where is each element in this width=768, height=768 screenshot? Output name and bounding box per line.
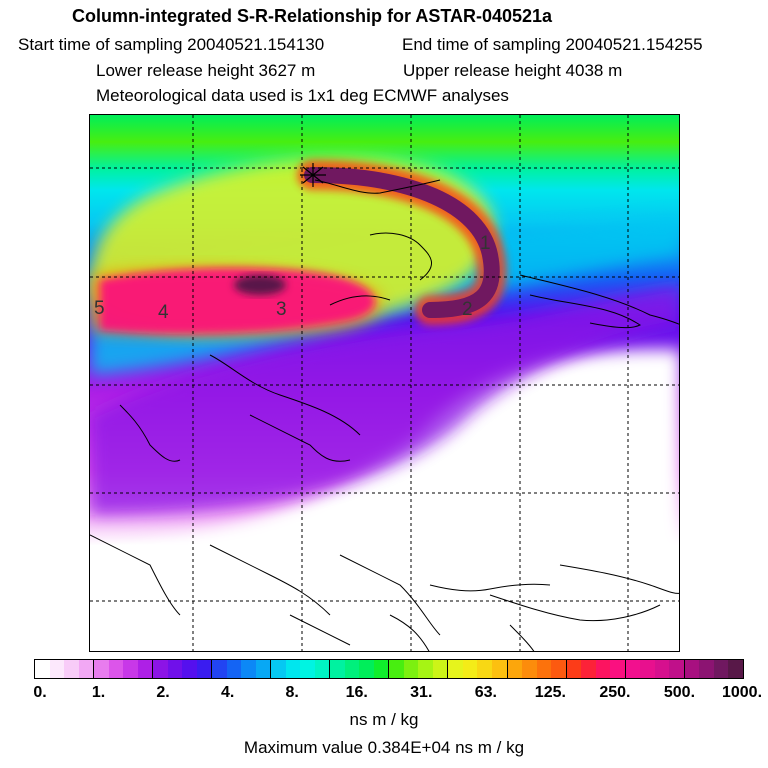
colorbar-tick-label: 31. xyxy=(410,684,433,701)
colorbar-swatch xyxy=(108,660,124,678)
meteorological-data-label: Meteorological data used is 1x1 deg ECMW… xyxy=(96,86,509,105)
colorbar-swatch xyxy=(699,660,714,678)
colorbar-swatch xyxy=(388,660,404,678)
colorbar-swatch xyxy=(344,660,360,678)
colorbar-swatch xyxy=(536,660,552,678)
colorbar-swatch xyxy=(654,660,670,678)
colorbar-tick-label: 2. xyxy=(156,684,170,701)
trajectory-marker-1: 1 xyxy=(480,233,491,254)
colorbar-swatch xyxy=(522,660,537,678)
trajectory-marker-3: 3 xyxy=(276,299,287,320)
colorbar-tick-label: 250. xyxy=(599,684,631,701)
colorbar-swatch xyxy=(211,660,227,678)
colorbar-swatch xyxy=(123,660,138,678)
colorbar-swatch xyxy=(728,660,743,678)
low-sensitivity-region xyxy=(90,349,679,651)
colorbar-tick-label: 4. xyxy=(220,684,235,701)
colorbar-swatch xyxy=(64,660,79,678)
colorbar-swatch xyxy=(373,660,389,678)
trajectory-marker-2: 2 xyxy=(462,299,473,320)
colorbar-swatch xyxy=(506,660,523,678)
colorbar-tick-label: 1. xyxy=(91,684,106,701)
trajectory-marker-5: 5 xyxy=(94,298,105,319)
release-point-marker xyxy=(300,163,326,187)
colorbar-swatch xyxy=(49,660,65,678)
colorbar-unit-label: ns m / kg xyxy=(349,710,419,729)
colorbar-swatch xyxy=(78,660,94,678)
graticule xyxy=(90,115,679,651)
colorbar-swatch xyxy=(93,660,109,678)
lower-release-height-label: Lower release height 3627 m xyxy=(96,61,316,80)
colorbar-swatch xyxy=(610,660,625,678)
colorbar-swatch xyxy=(300,660,315,678)
colorbar-tick-label: 125. xyxy=(534,684,566,701)
colorbar-swatch xyxy=(329,660,345,678)
colorbar-swatch xyxy=(35,660,50,678)
colorbar-swatch xyxy=(581,660,596,678)
colorbar-swatch xyxy=(359,660,374,678)
colorbar-swatch xyxy=(565,660,582,678)
colorbar-swatch xyxy=(432,660,448,678)
colorbar-swatch xyxy=(255,660,271,678)
colorbar-swatch xyxy=(241,660,256,678)
colorbar-tick-label: 63. xyxy=(474,684,497,701)
upper-release-height-label: Upper release height 4038 m xyxy=(403,61,623,80)
colorbar-swatch xyxy=(640,660,655,678)
colorbar-swatch xyxy=(624,660,641,678)
maximum-value-label: Maximum value 0.384E+04 ns m / kg xyxy=(243,738,525,757)
trajectory-arc-core xyxy=(304,167,500,318)
trajectory-marker-4: 4 xyxy=(158,302,169,323)
colorbar-tick-label: 0. xyxy=(33,684,47,701)
colorbar-swatch xyxy=(182,660,197,678)
dark-core xyxy=(234,275,286,295)
colorbar-swatch xyxy=(152,660,168,678)
pink-core xyxy=(100,268,375,334)
colorbar-swatch xyxy=(196,660,212,678)
colorbar-swatch xyxy=(477,660,492,678)
colorbar-swatch xyxy=(462,660,478,678)
colorbar-swatch xyxy=(314,660,330,678)
colorbar-swatch xyxy=(595,660,611,678)
colorbar-swatch xyxy=(447,660,463,678)
colorbar-swatch xyxy=(226,660,242,678)
colorbar-swatch xyxy=(669,660,684,678)
sensitivity-map[interactable]: 1 2 3 4 5 xyxy=(89,114,680,652)
start-time-label: Start time of sampling 20040521.154130 xyxy=(18,35,325,54)
colorbar-swatch xyxy=(403,660,419,678)
coastlines xyxy=(90,179,679,651)
colorbar-tick-label: 16. xyxy=(345,684,368,701)
colorbar-swatch xyxy=(285,660,301,678)
colorbar-swatch xyxy=(270,660,286,678)
colorbar-swatch xyxy=(137,660,153,678)
colorbar-swatch xyxy=(683,660,700,678)
colorbar xyxy=(34,659,744,679)
end-time-label: End time of sampling 20040521.154255 xyxy=(402,35,703,54)
colorbar-tick-label: 8. xyxy=(285,684,299,701)
colorbar-swatch xyxy=(551,660,566,678)
colorbar-swatch xyxy=(713,660,729,678)
colorbar-tick-label: 1000. xyxy=(721,684,763,701)
colorbar-swatch xyxy=(418,660,433,678)
colorbar-swatch xyxy=(491,660,507,678)
plot-title: Column-integrated S-R-Relationship for A… xyxy=(72,6,553,26)
colorbar-swatch xyxy=(167,660,183,678)
colorbar-tick-label: 500. xyxy=(663,684,696,701)
purple-band xyxy=(90,285,679,515)
